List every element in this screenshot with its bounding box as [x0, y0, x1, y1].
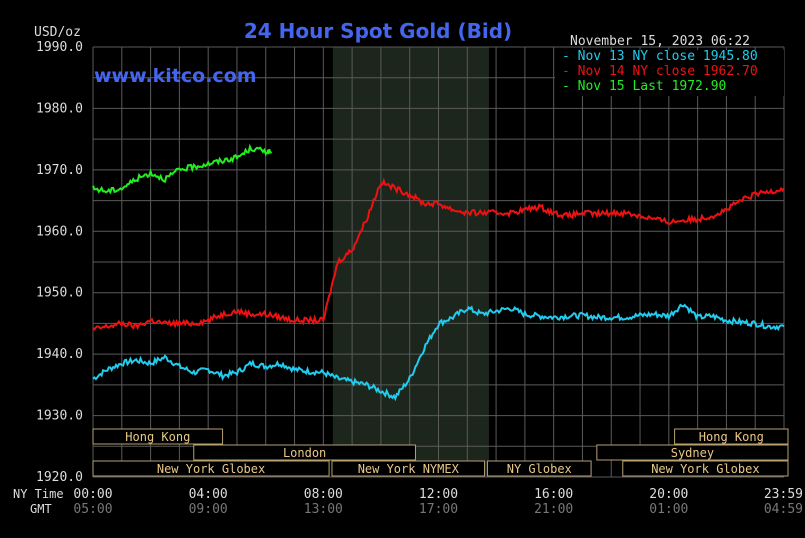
session-label: Hong Kong: [699, 430, 764, 444]
session-bar: [674, 428, 789, 445]
x-tick-label-gmt: 09:00: [189, 502, 228, 517]
y-tick-label: 1920.0: [36, 470, 83, 485]
y-tick-label: 1950.0: [36, 286, 83, 301]
ny-time-label: NY Time: [13, 487, 64, 501]
session-label: New York NYMEX: [358, 462, 460, 476]
session-bar: [331, 460, 486, 477]
session-bar: [193, 444, 416, 461]
x-tick-label-gmt: 17:00: [419, 502, 458, 517]
timestamp: November 15, 2023 06:22: [570, 34, 750, 49]
session-label: New York Globex: [651, 462, 759, 476]
y-tick-label: 1960.0: [36, 224, 83, 239]
watermark: www.kitco.com: [94, 65, 257, 87]
x-tick-label-ny: 04:00: [189, 487, 228, 502]
x-tick-label-gmt: 01:00: [649, 502, 688, 517]
x-tick-label-ny: 16:00: [534, 487, 573, 502]
x-tick-label-gmt: 05:00: [73, 502, 112, 517]
units-label: USD/oz: [34, 25, 81, 40]
session-label: London: [283, 446, 326, 460]
x-tick-label-gmt: 04:59: [764, 502, 803, 517]
y-tick-label: 1970.0: [36, 163, 83, 178]
session-bar: [92, 428, 224, 445]
legend-entry: - Nov 15 Last 1972.90: [562, 79, 726, 94]
plot-area: 1990.0 1980.0 1970.0 1960.0 1950.0 1940.0 1930…: [36, 40, 803, 517]
legend-entry: - Nov 14 NY close 1962.70: [562, 64, 758, 79]
x-tick-label-ny: 12:00: [419, 487, 458, 502]
session-label: Sydney: [671, 446, 714, 460]
y-tick-label: 1980.0: [36, 101, 83, 116]
session-label: New York Globex: [157, 462, 265, 476]
x-tick-label-gmt: 13:00: [304, 502, 343, 517]
legend-entry: - Nov 13 NY close 1945.80: [562, 49, 758, 64]
series-line: [92, 303, 785, 402]
legend-box: [555, 50, 784, 96]
session-bar: [622, 460, 789, 477]
session-label: NY Globex: [507, 462, 572, 476]
x-tick-label-ny: 08:00: [304, 487, 343, 502]
y-tick-label: 1940.0: [36, 347, 83, 362]
session-label: Hong Kong: [125, 430, 190, 444]
chart-title: 24 Hour Spot Gold (Bid): [244, 19, 512, 43]
series-line: [92, 143, 273, 195]
y-tick-label: 1990.0: [36, 40, 83, 55]
session-bar: [486, 460, 592, 477]
session-bar: [596, 444, 789, 461]
x-tick-label-gmt: 21:00: [534, 502, 573, 517]
session-bar: [92, 460, 330, 477]
x-tick-label-ny: 00:00: [73, 487, 112, 502]
gmt-label: GMT: [30, 502, 52, 516]
series-line: [92, 177, 785, 331]
y-tick-label: 1930.0: [36, 409, 83, 424]
x-tick-label-ny: 20:00: [649, 487, 688, 502]
x-tick-label-ny: 23:59: [764, 487, 803, 502]
